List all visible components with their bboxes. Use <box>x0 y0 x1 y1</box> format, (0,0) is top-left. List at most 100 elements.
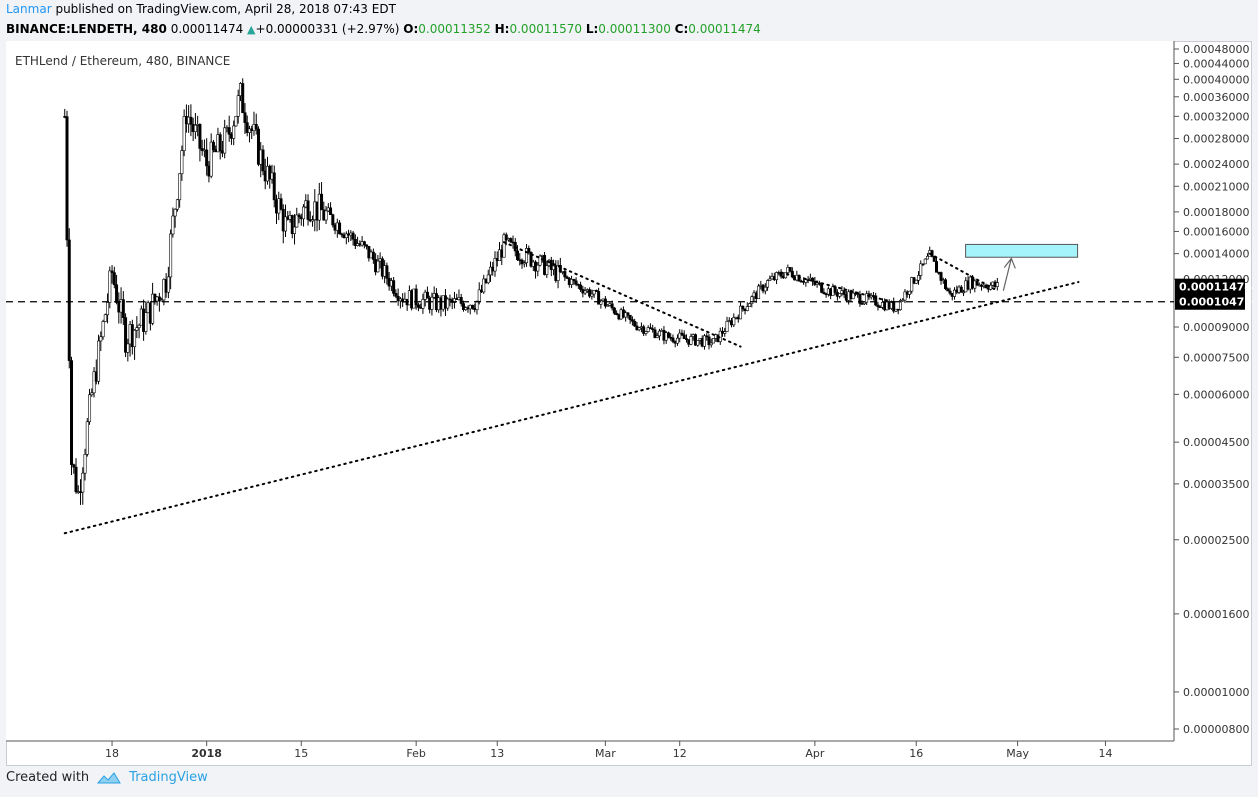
candle-body <box>232 125 236 139</box>
y-tick-label: 0.00036000 <box>1183 91 1249 104</box>
candle-body <box>344 233 348 239</box>
candle-body <box>126 343 130 353</box>
candle-body <box>236 95 240 117</box>
candle-body <box>538 255 542 266</box>
candle-body <box>653 329 657 338</box>
y-tick-label: 0.00009000 <box>1183 321 1249 334</box>
high-label: H: <box>494 22 510 36</box>
candle-body <box>723 331 727 334</box>
candle-body <box>106 302 110 316</box>
candle-body <box>903 291 907 301</box>
candle-body <box>74 466 78 493</box>
candle-body <box>709 342 713 346</box>
candle-body <box>297 214 301 218</box>
candle-body <box>97 340 101 382</box>
x-tick-label: Apr <box>805 747 825 760</box>
candle-body <box>790 270 794 278</box>
candle-body <box>651 328 655 331</box>
candle-body <box>173 208 177 217</box>
candle-body <box>365 244 369 247</box>
tradingview-link[interactable]: TradingView <box>129 770 208 785</box>
candle-body <box>910 277 914 292</box>
candle-body <box>768 278 772 281</box>
candle-body <box>948 290 952 294</box>
candle-body <box>583 290 587 294</box>
y-tick-label: 0.00040000 <box>1183 73 1249 86</box>
candle-body <box>166 276 170 293</box>
y-tick-label: 0.00004500 <box>1183 436 1249 449</box>
low-label: L: <box>585 22 599 36</box>
candle-body <box>655 335 659 338</box>
candle-body <box>766 280 770 288</box>
y-tick-label: 0.00001000 <box>1183 686 1249 699</box>
candle-series <box>63 78 999 505</box>
candle-body <box>85 421 89 455</box>
candle-body <box>842 290 846 295</box>
target-box <box>965 243 1079 258</box>
x-tick-label: 14 <box>1098 747 1112 760</box>
candle-body <box>626 312 630 316</box>
y-tick-label: 0.00001600 <box>1183 608 1249 621</box>
candle-body <box>160 299 164 302</box>
candle-body <box>646 327 650 332</box>
candle-body <box>763 286 767 292</box>
candle-body <box>597 291 601 305</box>
candle-body <box>121 299 125 318</box>
x-tick-label: 13 <box>490 747 504 760</box>
dotted-trendline <box>503 241 742 348</box>
candle-body <box>822 292 826 295</box>
candle-body <box>901 299 905 302</box>
candle-body <box>218 134 222 152</box>
candle-body <box>70 360 74 465</box>
candle-body <box>558 264 562 272</box>
y-tick-label: 0.00032000 <box>1183 110 1249 123</box>
candle-body <box>470 304 474 309</box>
candle-body <box>684 338 688 340</box>
candle-body <box>944 279 948 290</box>
candle-body <box>320 193 324 211</box>
candle-body <box>223 127 227 154</box>
candle-body <box>295 214 299 228</box>
candle-body <box>642 326 646 334</box>
candle-body <box>205 149 209 167</box>
candle-body <box>133 329 137 348</box>
candle-body <box>648 327 652 330</box>
candle-body <box>452 298 456 303</box>
y-tick-label: 0.00000800 <box>1183 723 1249 736</box>
author-link[interactable]: Lanmar <box>6 2 52 16</box>
candle-body <box>925 255 929 260</box>
x-axis: 18 2018 15 Feb 13 Mar 12 Apr 16 May 14 <box>105 741 1112 760</box>
candle-body <box>421 299 425 309</box>
candle-body <box>570 279 574 285</box>
candle-body <box>482 278 486 293</box>
candle-body <box>529 252 533 267</box>
candle-body <box>112 272 116 286</box>
candlestick-chart[interactable]: ETHLend / Ethereum, 480, BINANCE 0.00048… <box>6 41 1252 766</box>
candle-body <box>394 293 398 297</box>
y-tick-label: 0.00024000 <box>1183 158 1249 171</box>
candle-body <box>946 288 950 292</box>
candle-body <box>579 284 583 290</box>
high-value: 0.00011570 <box>509 22 583 36</box>
candle-body <box>739 305 743 320</box>
candle-body <box>678 332 682 339</box>
candle-body <box>396 295 400 302</box>
current-price-label: 0.00011474 <box>1179 281 1252 294</box>
candle-body <box>385 265 389 279</box>
candle-body <box>712 338 716 344</box>
horizontal-level-label: 0.00010479 <box>1179 296 1252 309</box>
candle-body <box>81 472 85 493</box>
tradingview-logo-icon <box>97 771 122 783</box>
candle-body <box>65 116 69 241</box>
candle-body <box>256 128 260 165</box>
candle-body <box>124 317 128 353</box>
chart-title: ETHLend / Ethereum, 480, BINANCE <box>15 54 230 68</box>
candle-body <box>329 207 333 215</box>
candle-body <box>311 219 315 222</box>
candle-body <box>907 290 911 295</box>
candle-body <box>306 200 310 220</box>
ohlc-line: BINANCE:LENDETH, 480 0.00011474 ▲+0.0000… <box>6 20 1252 39</box>
candle-body <box>630 319 634 322</box>
candle-body <box>962 291 966 294</box>
candle-body <box>572 279 576 282</box>
